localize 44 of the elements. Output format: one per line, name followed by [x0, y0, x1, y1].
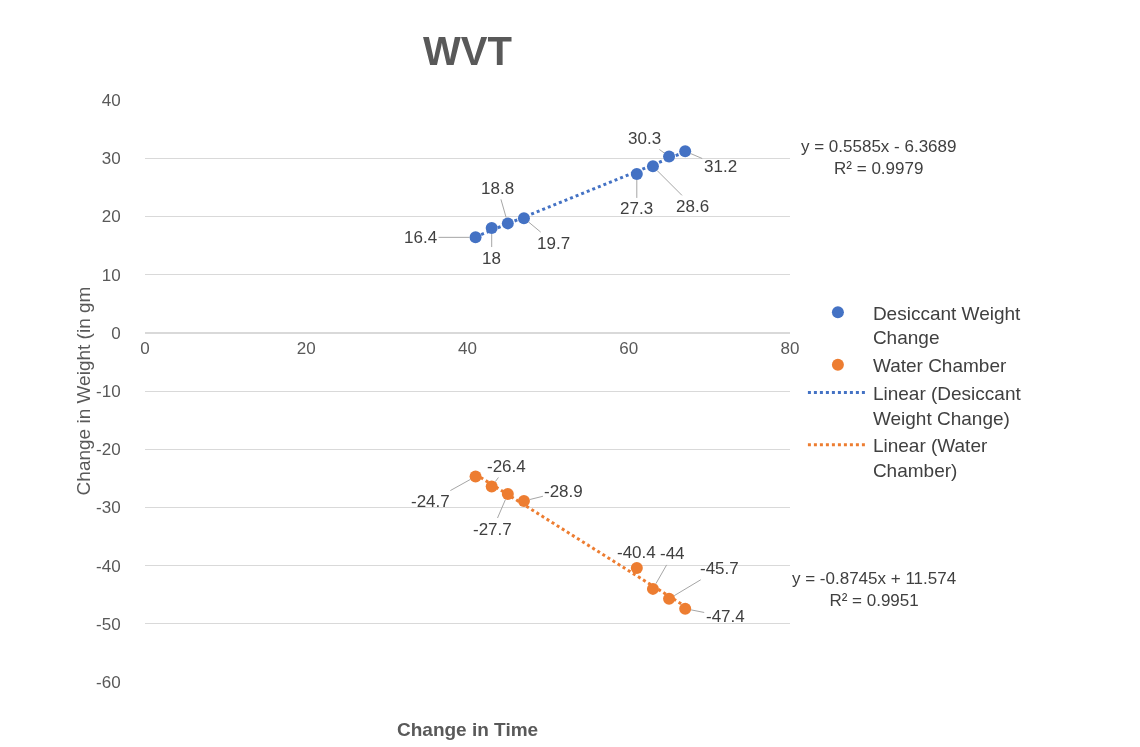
data-label: 30.3	[628, 129, 662, 148]
y-tick-label: 10	[101, 265, 121, 285]
y-tick-label: 20	[101, 207, 121, 227]
data-label: -44	[660, 544, 685, 563]
y-tick-label: 0	[111, 323, 121, 343]
data-label: -28.9	[544, 482, 583, 501]
x-tick-label: 80	[780, 339, 800, 359]
data-label: 19.7	[537, 234, 571, 253]
data-label: -47.4	[706, 607, 745, 626]
x-tick-label: 20	[296, 339, 316, 359]
data-label: 31.2	[704, 157, 738, 176]
point	[630, 561, 643, 574]
point	[679, 602, 692, 615]
x-axis-title: Change in Time	[397, 719, 539, 740]
y-axis-title: Change in Weight (in gm	[73, 286, 95, 496]
legend-label: Water Chamber	[872, 355, 1007, 377]
point	[517, 495, 530, 507]
text: y = 0.5585x - 6.3689 R² = 0.9979	[801, 137, 957, 179]
data-label: -26.4	[487, 457, 526, 476]
data-label: -45.7	[700, 559, 739, 578]
y-tick-label: -10	[96, 381, 121, 401]
data-label: 18.8	[481, 179, 515, 198]
y-tick-label: 40	[101, 90, 121, 110]
x-tick-label: 40	[458, 339, 477, 359]
legend-label: Linear (Water Chamber)	[872, 435, 988, 481]
legend-label: Desiccant Weight Change	[872, 302, 1022, 349]
data-label: 16.4	[404, 228, 438, 247]
data-label: -40.4	[617, 543, 656, 562]
y-tick-label: -30	[96, 498, 121, 518]
x-tick-label: 0	[140, 339, 150, 359]
data-label: 27.3	[620, 199, 654, 218]
data-label: -27.7	[473, 520, 512, 539]
y-tick-label: -40	[96, 556, 121, 576]
legend-label: Linear (Desiccant Weight Change)	[872, 382, 1022, 429]
y-tick-label: -50	[96, 614, 121, 634]
data-label: -24.7	[411, 492, 450, 511]
y-tick-label: -60	[96, 672, 121, 692]
text: y = -0.8745x + 11.574 R² = 0.9951	[792, 569, 957, 611]
data-label: 18	[482, 249, 501, 268]
x-tick-label: 60	[619, 339, 639, 359]
chart-title: WVT	[423, 29, 512, 74]
y-tick-label: 30	[101, 149, 121, 169]
data-label: 28.6	[676, 197, 710, 216]
y-tick-label: -20	[96, 440, 121, 460]
